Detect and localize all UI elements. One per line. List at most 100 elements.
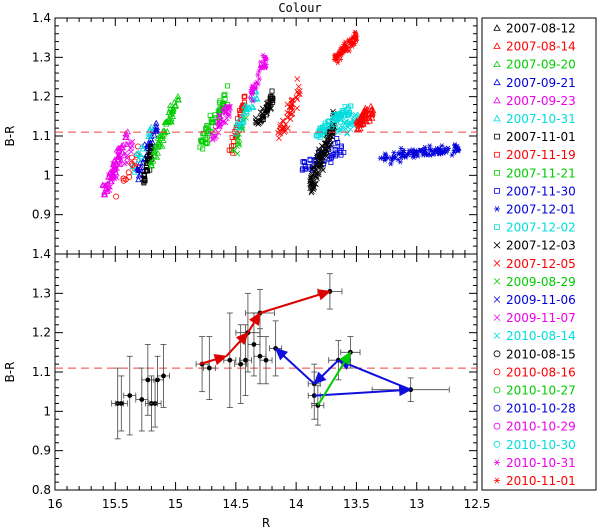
legend-label: 2010-11-01 (506, 474, 576, 488)
top-data-point (423, 152, 429, 158)
top-data-point (342, 120, 349, 126)
legend-frame (481, 17, 597, 491)
top-data-point (308, 180, 315, 187)
top-data-point (326, 122, 332, 128)
top-data-point (216, 113, 222, 119)
error-bar-point (151, 355, 164, 404)
error-bar-point (114, 375, 128, 432)
x-tick-label: 16 (47, 497, 62, 511)
top-data-point (217, 120, 224, 127)
top-data-point (147, 152, 153, 158)
top-data-point (174, 96, 182, 102)
top-data-point (366, 114, 373, 121)
x-tick-label: 12.5 (464, 497, 491, 511)
top-data-point (138, 164, 145, 170)
legend-marker-icon (493, 78, 501, 86)
top-data-point (269, 88, 275, 94)
legend-item: 2010-11-01 (494, 474, 576, 488)
legend-item: 2007-08-12 (493, 22, 576, 36)
top-data-point (295, 91, 302, 97)
top-data-point (139, 145, 147, 152)
top-data-point (129, 163, 136, 170)
legend-marker-icon (493, 422, 501, 430)
top-data-point (439, 143, 445, 149)
bottom-y-axis-label: B-R (3, 362, 17, 383)
top-data-point (287, 116, 294, 122)
top-data-point (388, 161, 394, 167)
legend-label: 2007-11-19 (506, 148, 576, 162)
legend-label: 2007-10-31 (506, 112, 576, 126)
top-data-point (308, 189, 315, 196)
top-data-point (397, 159, 403, 165)
legend-label: 2010-10-29 (506, 420, 576, 434)
error-bar-point (157, 344, 170, 408)
top-data-point (257, 59, 264, 65)
top-data-point (110, 175, 117, 181)
top-data-point (431, 151, 438, 157)
y-tick-label: 1.3 (32, 286, 51, 300)
top-data-point (328, 159, 334, 165)
trend-arrow (247, 311, 261, 334)
trend-arrow (259, 289, 332, 314)
top-data-point (299, 167, 305, 173)
top-data-point (276, 127, 283, 134)
top-data-point (344, 107, 350, 112)
legend-item: 2010-10-31 (494, 456, 576, 470)
top-data-point (104, 187, 111, 194)
x-axis-label: R (262, 516, 270, 530)
legend-marker-icon (494, 206, 500, 212)
top-data-point (163, 128, 171, 134)
legend-label: 2007-12-01 (506, 203, 576, 217)
top-data-point (155, 138, 162, 145)
legend-label: 2007-09-23 (506, 94, 576, 108)
top-data-point (240, 109, 248, 116)
legend-marker-icon (493, 278, 501, 285)
legend-label: 2010-10-31 (506, 456, 576, 470)
top-panel: 0.9 1 1.1 1.2 1.3 1.4 B-R (3, 11, 478, 255)
top-data-point (363, 118, 370, 125)
y-tick-label: 1.3 (32, 50, 51, 64)
top-data-point (311, 164, 318, 171)
legend-label: 2007-11-21 (506, 166, 576, 180)
top-data-point (243, 108, 250, 115)
top-data-point (212, 126, 219, 133)
top-data-point (148, 161, 155, 168)
trend-arrow (225, 331, 249, 357)
top-data-point (415, 153, 421, 159)
legend-item: 2010-08-14 (493, 329, 576, 343)
top-data-point (161, 119, 169, 126)
bottom-arrows (199, 289, 412, 406)
top-data-point (352, 29, 358, 36)
top-data-point (308, 180, 315, 187)
legend-marker-icon (493, 350, 501, 358)
top-data-point (159, 132, 166, 138)
top-data-point (142, 176, 148, 182)
top-data-point (361, 110, 368, 117)
top-data-point (166, 105, 174, 112)
top-data-point (241, 102, 249, 109)
legend-item: 2010-10-29 (493, 420, 576, 434)
legend-item: 2007-11-01 (494, 130, 576, 144)
x-tick-label: 15.5 (102, 497, 129, 511)
top-data-point (122, 150, 129, 157)
y-tick-label: 1.1 (32, 365, 51, 379)
top-data-point (311, 157, 317, 163)
top-data-point (315, 169, 322, 176)
error-bar-point (259, 336, 273, 385)
top-data-point (207, 112, 213, 118)
top-data-point (314, 133, 320, 139)
top-data-point (241, 94, 247, 100)
top-data-point (115, 152, 121, 159)
top-data-point (163, 118, 170, 125)
top-data-point (338, 145, 344, 151)
top-data-point (290, 97, 297, 103)
top-data-point (200, 146, 206, 152)
top-data-point (338, 150, 344, 156)
top-data-point (351, 113, 358, 119)
top-data-point (261, 55, 268, 61)
top-data-point (307, 180, 314, 187)
top-data-point (342, 125, 349, 132)
top-data-point (145, 168, 151, 174)
top-data-point (135, 149, 142, 156)
top-data-point (169, 105, 177, 112)
